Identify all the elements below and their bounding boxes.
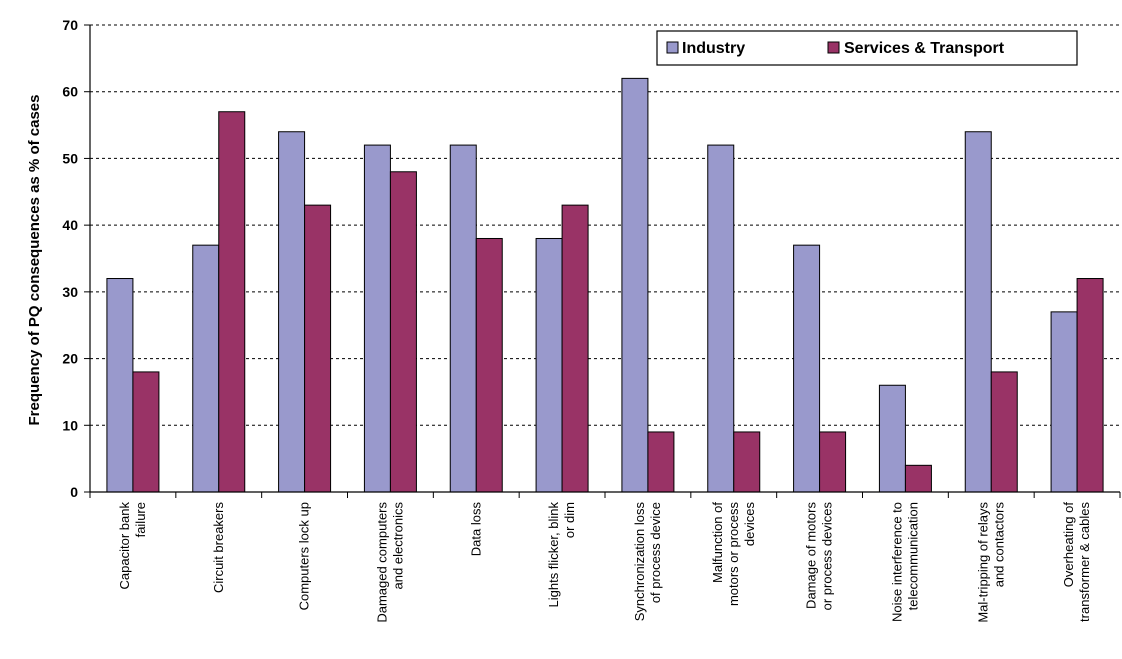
x-category-label-line: Overheating of <box>1061 502 1076 588</box>
bar-services-transport <box>218 111 246 493</box>
x-category-label: Synchronization loss of process device <box>632 502 663 622</box>
bar-services-transport <box>990 371 1018 493</box>
y-tick-label: 40 <box>62 217 78 233</box>
legend-swatch-services-transport <box>827 41 840 54</box>
bar-industry <box>192 244 220 493</box>
x-category-label: Data loss <box>468 502 483 557</box>
bar-industry <box>707 144 735 493</box>
y-tick-label: 10 <box>62 417 78 433</box>
bar-industry <box>793 244 821 493</box>
bars <box>106 77 1104 493</box>
x-category-label-line: and electronics <box>390 502 405 590</box>
legend-box <box>656 30 1078 66</box>
bar-industry <box>278 131 306 493</box>
x-category-label-line: Noise interference to <box>889 502 904 622</box>
y-tick-label: 60 <box>62 84 78 100</box>
x-category-label-line: of process device <box>648 502 663 603</box>
x-category-label-line: Damage of motors <box>804 502 819 609</box>
x-category-label: Circuit breakers <box>211 502 226 594</box>
bar-services-transport <box>904 464 932 493</box>
x-category-label-line: motors or process <box>726 502 741 607</box>
x-category-label-line: devices <box>742 502 757 547</box>
x-category-label: Noise interference to telecommunication <box>889 502 920 622</box>
bar-services-transport <box>132 371 160 493</box>
y-tick-label: 20 <box>62 351 78 367</box>
x-category-label: Malfunction of motors or process devices <box>710 502 757 607</box>
legend-label-services-transport: Services & Transport <box>844 40 1005 57</box>
bar-services-transport <box>475 237 503 493</box>
bar-industry <box>621 77 649 493</box>
y-tick-label: 30 <box>62 284 78 300</box>
y-tick-label: 0 <box>70 484 78 500</box>
x-category-label-line: Malfunction of <box>710 502 725 583</box>
axes <box>89 25 1121 498</box>
bar-industry <box>1050 311 1078 493</box>
legend-swatch-industry <box>666 41 679 54</box>
x-category-label: Computers lock up <box>297 502 312 610</box>
x-category-label-line: Mal-tripping of relays <box>975 502 990 623</box>
gridlines <box>90 24 1120 426</box>
bar-industry <box>535 237 563 493</box>
x-category-label: Damaged computers and electronics <box>374 502 405 623</box>
x-category-label: Damage of motors or process devices <box>804 502 835 611</box>
x-category-label-line: Capacitor bank <box>117 502 132 590</box>
bar-industry <box>449 144 477 493</box>
x-category-labels: Capacitor bank failure Circuit breakers Com… <box>117 502 1092 623</box>
x-category-label: Overheating of transformer & cables <box>1061 502 1092 622</box>
x-category-label-line: Circuit breakers <box>211 502 226 594</box>
bar-industry <box>363 144 391 493</box>
bar-services-transport <box>733 431 761 493</box>
bar-industry <box>106 278 134 493</box>
x-category-label-line: transformer & cables <box>1077 502 1092 622</box>
x-category-label-line: Computers lock up <box>297 502 312 610</box>
x-category-label-line: and contactors <box>991 502 1006 588</box>
y-tick-labels: 0 10 20 30 40 50 60 70 <box>62 17 90 500</box>
y-tick-label: 70 <box>62 17 78 33</box>
bar-services-transport <box>304 204 332 493</box>
legend-label-industry: Industry <box>682 40 745 57</box>
x-category-label-line: or process devices <box>820 502 835 611</box>
x-category-label-line: or dim <box>562 502 577 538</box>
bar-services-transport <box>389 171 417 493</box>
x-category-label-line: Synchronization loss <box>632 502 647 622</box>
bar-services-transport <box>819 431 847 493</box>
legend: Industry Services & Transport <box>656 30 1078 66</box>
bar-services-transport <box>1076 278 1104 493</box>
bar-services-transport <box>647 431 675 493</box>
x-category-label: Capacitor bank failure <box>117 502 148 590</box>
x-category-label: Lights flicker, blink or dim <box>546 502 577 608</box>
bar-industry <box>964 131 992 493</box>
x-category-label: Mal-tripping of relays and contactors <box>975 502 1006 623</box>
x-category-label-line: Damaged computers <box>374 502 389 623</box>
y-axis-title: Frequency of PQ consequences as % of cas… <box>26 95 43 426</box>
x-category-label-line: Data loss <box>468 502 483 557</box>
bar-industry <box>878 384 906 493</box>
x-category-label-line: Lights flicker, blink <box>546 502 561 608</box>
x-category-label-line: failure <box>133 502 148 537</box>
x-category-label-line: telecommunication <box>905 502 920 610</box>
bar-services-transport <box>561 204 589 493</box>
y-tick-label: 50 <box>62 150 78 166</box>
